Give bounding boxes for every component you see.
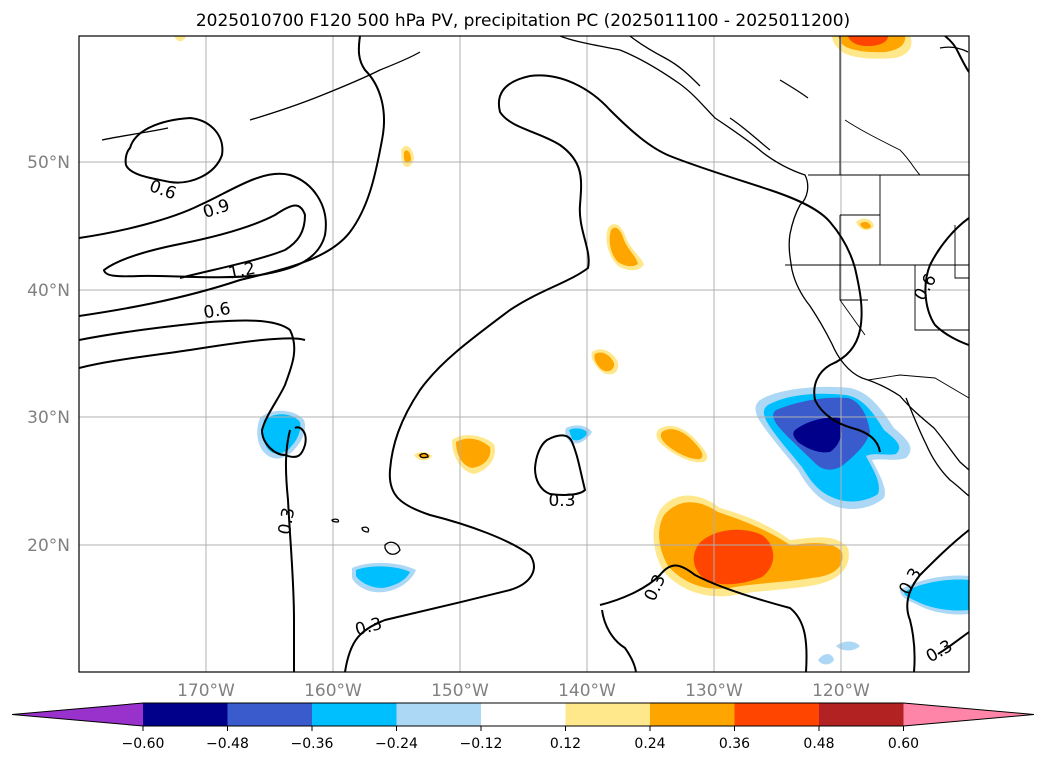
lat-label: 50°N — [27, 153, 70, 173]
colorbar-segment — [481, 703, 566, 726]
contour-0.6-east — [924, 217, 969, 346]
contour-0.6-lower — [79, 319, 307, 458]
contour-0.3-east2 — [937, 631, 969, 655]
map-frame — [78, 35, 970, 673]
contour-0.6-main — [79, 36, 386, 317]
colorbar-segment — [734, 703, 820, 726]
lon-labels: 170°W 160°W 150°W 140°W 130°W 120°W — [177, 681, 870, 701]
contour-0.3-se — [599, 564, 808, 672]
colorbar-segments — [11, 702, 1035, 727]
lon-label: 130°W — [685, 681, 743, 701]
contour-0.3-east — [906, 529, 969, 672]
lon-label: 120°W — [812, 681, 870, 701]
colorbar: −0.60 −0.48 −0.36 −0.24 −0.12 0.12 0.24 0.36 0.4… — [11, 702, 1035, 752]
contour-0.3-se-mid — [601, 609, 637, 672]
colorbar-segment — [396, 703, 482, 726]
contour-0.6-nw — [124, 116, 224, 184]
colorbar-segment — [143, 703, 228, 726]
colorbar-labels: −0.60 −0.48 −0.36 −0.24 −0.12 0.12 0.24 0.36 0.4… — [122, 736, 920, 752]
map-panel: 0.6 0.9 1.2 0.6 0.3 0.3 0.3 0.3 0.6 0.3 … — [78, 35, 970, 673]
graticule — [79, 36, 969, 672]
colorbar-tick-label: 0.60 — [888, 736, 919, 752]
pv-contours — [79, 36, 969, 672]
lat-label: 40°N — [27, 281, 70, 301]
colorbar-tick-label: −0.36 — [291, 736, 334, 752]
colorbar-tick-label: −0.24 — [375, 736, 418, 752]
lat-labels: 50°N 40°N 30°N 20°N — [27, 153, 70, 556]
lat-label: 20°N — [27, 536, 70, 556]
lon-label: 140°W — [558, 681, 616, 701]
precip-shading — [174, 36, 969, 665]
coastlines — [101, 36, 969, 555]
contour-0.9 — [79, 172, 327, 279]
lon-label: 150°W — [431, 681, 489, 701]
colorbar-tick-label: 0.24 — [634, 736, 665, 752]
colorbar-tick-label: −0.48 — [206, 736, 249, 752]
contour-0.3-central — [344, 74, 881, 672]
colorbar-tick-label: −0.60 — [122, 736, 165, 752]
colorbar-tick-label: 0.36 — [719, 736, 750, 752]
colorbar-extend-min — [12, 703, 143, 726]
colorbar-tick-label: −0.12 — [460, 736, 503, 752]
contour-0.3-west — [284, 429, 295, 672]
colorbar-segment — [565, 703, 651, 726]
contour-0.3-main — [79, 337, 306, 369]
figure-title: 2025010700 F120 500 hPa PV, precipitatio… — [196, 11, 850, 31]
contour-label: 0.6 — [202, 299, 232, 323]
political-borders — [785, 36, 969, 399]
contour-label: 0.3 — [548, 491, 575, 511]
colorbar-segment — [227, 703, 313, 726]
precip-area-dark-blue — [793, 417, 842, 453]
colorbar-tick-label: 0.48 — [803, 736, 834, 752]
contour-label: 0.3 — [275, 506, 299, 536]
colorbar-segment — [819, 703, 904, 726]
colorbar-segment — [650, 703, 735, 726]
lat-label: 30°N — [27, 408, 70, 428]
lon-label: 160°W — [304, 681, 362, 701]
lon-label: 170°W — [177, 681, 235, 701]
colorbar-segment — [312, 703, 397, 726]
contour-0.3-south — [533, 434, 587, 496]
colorbar-ticks — [142, 726, 904, 731]
colorbar-tick-label: 0.12 — [550, 736, 581, 752]
colorbar-extend-max — [903, 703, 1034, 726]
